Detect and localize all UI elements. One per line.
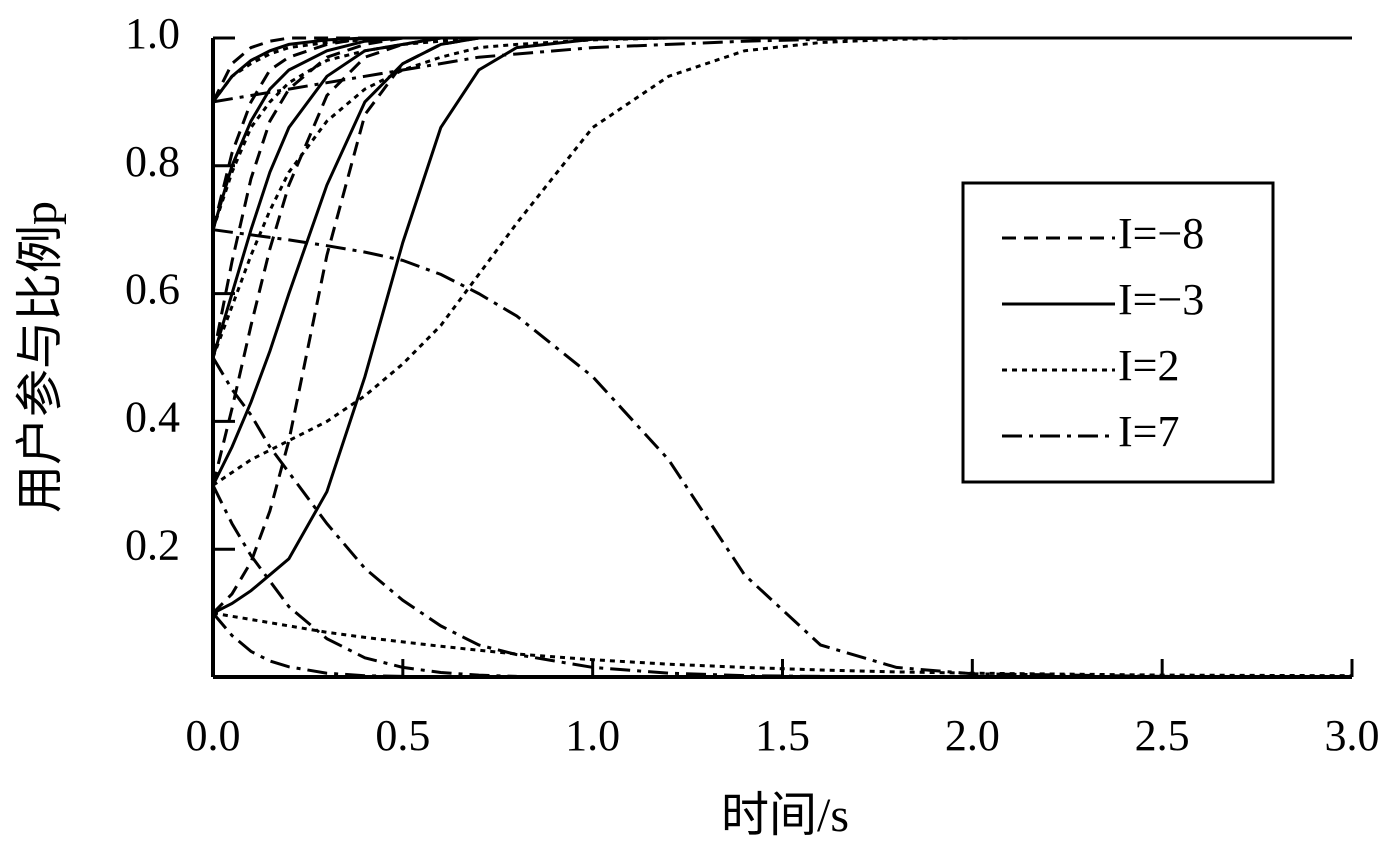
- legend-label: I=7: [1118, 407, 1179, 456]
- curve: [211, 484, 1352, 679]
- x-tick-label: 3.0: [1325, 711, 1380, 760]
- x-tick-label: 0.0: [186, 711, 241, 760]
- y-tick-label: 0.4: [125, 392, 180, 441]
- x-tick-label: 0.5: [375, 711, 430, 760]
- y-tick-label: 0.6: [125, 265, 180, 314]
- legend-box: [961, 181, 1275, 484]
- y-tick-label: 0.2: [125, 520, 180, 569]
- curve: [212, 228, 1353, 679]
- y-tick-label: 1.0: [125, 9, 180, 58]
- y-axis-title: 用户参与比例p: [14, 201, 67, 513]
- legend-label: I=−8: [1118, 209, 1204, 258]
- legend: I=−8 I=−3 I=2 I=7: [961, 181, 1275, 484]
- x-tick-label: 2.5: [1135, 711, 1190, 760]
- legend-label: I=−3: [1118, 275, 1204, 324]
- curve: [212, 36, 1352, 104]
- x-tick-label: 1.0: [565, 711, 620, 760]
- x-axis-title: 时间/s: [721, 789, 849, 842]
- x-tick-label: 1.5: [755, 711, 810, 760]
- legend-label: I=2: [1118, 341, 1179, 390]
- y-tick-label: 0.8: [125, 137, 180, 186]
- curve: [211, 356, 1352, 679]
- x-tick-label: 2.0: [945, 711, 1000, 760]
